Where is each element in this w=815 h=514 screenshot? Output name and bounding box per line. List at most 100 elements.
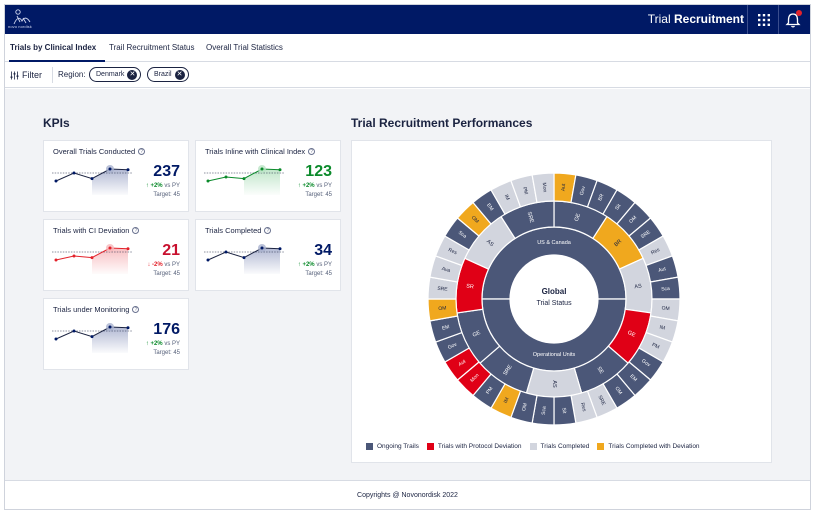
kpi-card-under-monitoring[interactable]: Trials under Monitoring? 176 ↑ +2% vs PY… xyxy=(43,298,189,370)
help-icon[interactable]: ? xyxy=(132,306,140,313)
delta-percent: +2% xyxy=(302,262,315,268)
delta-arrow-icon: ↑ xyxy=(297,183,303,189)
kpi-card-overall-trials[interactable]: Overall Trials Conducted? 237 ↑ +2% vs P… xyxy=(43,140,189,212)
kpi-sparkline xyxy=(204,244,284,274)
legend-item-protocol-deviation[interactable]: Trials with Protocol Deviation xyxy=(426,443,522,450)
kpi-target: Target: 45 xyxy=(305,192,332,198)
tab-trail-recruitment-status[interactable]: Trail Recruitment Status xyxy=(109,43,195,52)
app-title-light: Trial xyxy=(647,12,671,26)
sparkline-point xyxy=(126,168,130,172)
sparkline-area xyxy=(92,169,128,195)
remove-chip-icon[interactable]: ✕ xyxy=(127,69,138,80)
logo-wordmark: novo nordisk xyxy=(8,24,32,29)
app-title: Trial Recruitment xyxy=(648,12,744,26)
delta-suffix: vs PY xyxy=(162,262,180,268)
filter-bar: Filter Region: Denmark ✕ Brazil ✕ xyxy=(5,62,810,88)
kpi-sparkline xyxy=(204,165,284,195)
ring3-label: Sit xyxy=(561,407,568,414)
ring3-label: Mon xyxy=(469,372,480,383)
ring3-label: Ava xyxy=(441,266,451,274)
ring3-segment[interactable] xyxy=(531,172,555,204)
help-icon[interactable]: ? xyxy=(138,148,146,155)
legend-swatch xyxy=(597,443,605,450)
sparkline-point xyxy=(242,256,246,260)
ring2-label: BR xyxy=(613,239,623,249)
delta-suffix: vs PY xyxy=(314,262,332,268)
ring3-label: SRE xyxy=(596,395,606,407)
sparkline-point xyxy=(126,326,130,330)
legend-label: Trials Completed xyxy=(540,443,590,450)
sparkline-point xyxy=(278,247,282,251)
sparkline-point xyxy=(90,177,94,181)
topbar-divider xyxy=(747,5,748,34)
sparkline-point xyxy=(108,325,112,329)
help-icon[interactable]: ? xyxy=(132,227,140,234)
kpi-card-ci-deviation[interactable]: Trials with CI Deviation? 21 ↓ -2% vs PY… xyxy=(43,219,189,291)
legend-item-completed-deviation[interactable]: Trials Completed with Deviation xyxy=(597,443,700,450)
help-icon[interactable]: ? xyxy=(308,148,316,155)
ring2-label: SE xyxy=(595,366,604,376)
sparkline-point xyxy=(54,179,58,183)
sparkline-point xyxy=(54,337,58,341)
apps-grid-icon xyxy=(758,14,770,26)
ring3-label: IM xyxy=(659,324,666,331)
delta-percent: +2% xyxy=(150,183,163,189)
filter-divider xyxy=(52,67,53,83)
ring3-label: Gov xyxy=(640,358,651,368)
kpi-value: 123 xyxy=(305,163,332,180)
ring2-label: SRE xyxy=(502,364,513,377)
kpi-card-inline-clinical-index[interactable]: Trials Inline with Clinical Index? 123 ↑… xyxy=(195,140,341,212)
kpi-target: Target: 45 xyxy=(153,350,180,356)
kpi-value: 21 xyxy=(162,242,180,259)
ring3-label: IM xyxy=(503,397,511,405)
legend-swatch xyxy=(529,443,537,450)
sunburst-center xyxy=(510,255,598,343)
ring2-label: GE xyxy=(626,330,636,339)
notifications-button[interactable] xyxy=(782,9,804,31)
sparkline-point xyxy=(72,329,76,333)
legend-label: Ongoing Trails xyxy=(377,443,419,450)
ring1-label: Operational Units xyxy=(533,352,576,358)
sparkline-point xyxy=(206,179,210,183)
ring3-label: IM xyxy=(503,194,511,202)
tab-trials-by-clinical-index[interactable]: Trials by Clinical Index xyxy=(10,43,97,52)
sparkline-point xyxy=(126,247,130,251)
novo-nordisk-logo[interactable] xyxy=(11,8,33,30)
tab-bar: Trials by Clinical Index Trail Recruitme… xyxy=(5,34,810,62)
legend-item-ongoing[interactable]: Ongoing Trails xyxy=(366,443,419,450)
help-icon[interactable]: ? xyxy=(264,227,272,234)
sunburst-chart: US & Canada Operational Units GE BR AS GE SE AS… xyxy=(427,172,681,426)
ring2-label: SRE xyxy=(526,211,535,224)
delta-arrow-icon: ↑ xyxy=(145,341,151,347)
sparkline-area xyxy=(244,169,280,195)
filter-label: Filter xyxy=(22,70,42,80)
remove-chip-icon[interactable]: ✕ xyxy=(174,69,185,80)
filter-button[interactable]: Filter xyxy=(10,68,42,82)
ring3-label: OM xyxy=(661,305,670,312)
legend-label: Trials with Protocol Deviation xyxy=(437,443,522,450)
copyright-text: Copyrights @ Novonordisk 2022 xyxy=(357,492,458,499)
kpi-title: Overall Trials Conducted? xyxy=(53,147,146,156)
active-tab-indicator xyxy=(9,60,105,62)
ring3-label: EM xyxy=(441,324,450,332)
chip-label: Brazil xyxy=(154,71,172,78)
legend-label: Trials Completed with Deviation xyxy=(608,443,700,450)
legend-item-completed[interactable]: Trials Completed xyxy=(529,443,590,450)
tab-overall-trial-statistics[interactable]: Overall Trial Statistics xyxy=(206,43,283,52)
dashboard-content: KPIs Trial Recruitment Performances Over… xyxy=(5,89,810,480)
ring3-label: Sit xyxy=(614,203,623,212)
ring3-label: Mon xyxy=(541,182,548,192)
sparkline-point xyxy=(90,256,94,260)
apps-grid-button[interactable] xyxy=(753,9,775,31)
chip-label: Denmark xyxy=(96,71,125,78)
ring3-label: SRE xyxy=(437,286,448,293)
ring3-label: OM xyxy=(613,386,623,396)
legend-swatch xyxy=(426,443,434,450)
ring3-label: Res xyxy=(579,402,587,413)
ring3-label: Sca xyxy=(661,286,670,293)
kpi-title: Trials Inline with Clinical Index? xyxy=(205,147,316,156)
kpi-target: Target: 45 xyxy=(153,271,180,277)
delta-percent: +2% xyxy=(150,341,163,347)
ring3-label: OM xyxy=(438,305,447,312)
kpi-card-trials-completed[interactable]: Trials Completed? 34 ↑ +2% vs PY Target:… xyxy=(195,219,341,291)
